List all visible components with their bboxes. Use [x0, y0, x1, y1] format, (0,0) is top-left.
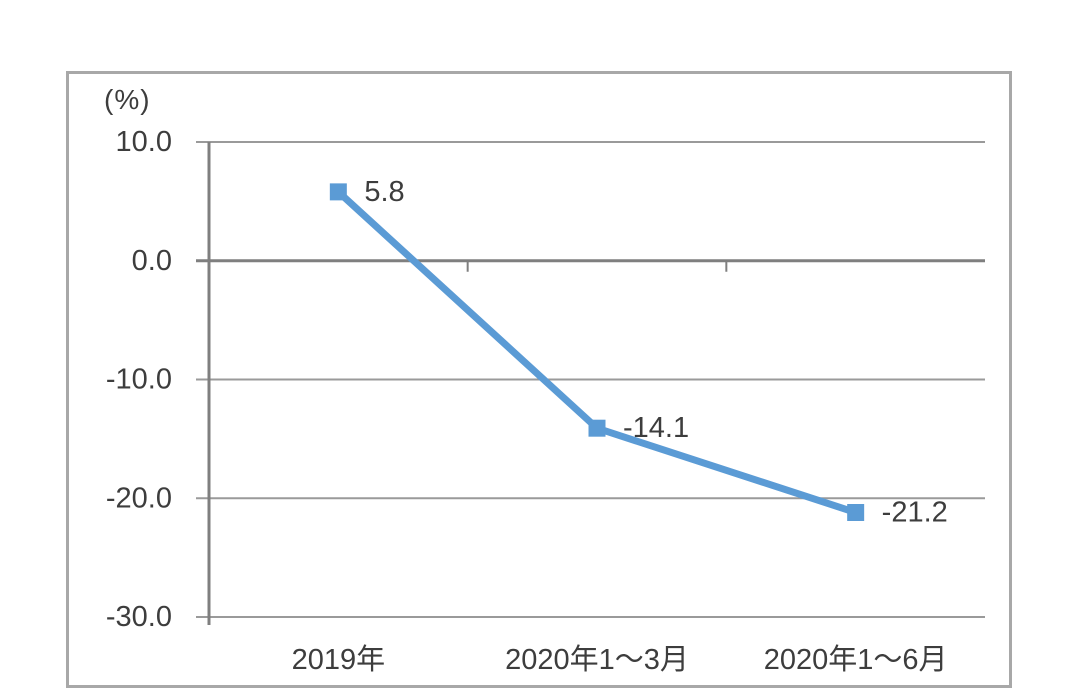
y-axis-unit-label: (%) — [104, 84, 151, 115]
data-point-label: -14.1 — [623, 412, 689, 444]
y-tick-label: 0.0 — [132, 245, 172, 277]
x-category-label: 2020年1～6月 — [764, 643, 948, 676]
data-point-marker — [588, 419, 606, 437]
x-category-label: 2020年1～3月 — [505, 643, 689, 676]
data-point-marker — [329, 183, 347, 201]
data-point-label: -21.2 — [882, 497, 948, 529]
data-point-label: 5.8 — [364, 176, 404, 208]
x-category-label: 2019年 — [292, 643, 386, 676]
y-tick-label: 10.0 — [116, 126, 172, 158]
data-series-line — [334, 188, 860, 516]
y-tick-label: -30.0 — [106, 601, 172, 633]
y-tick-label: -10.0 — [106, 364, 172, 396]
data-point-marker — [847, 504, 865, 521]
y-tick-label: -20.0 — [106, 482, 172, 514]
